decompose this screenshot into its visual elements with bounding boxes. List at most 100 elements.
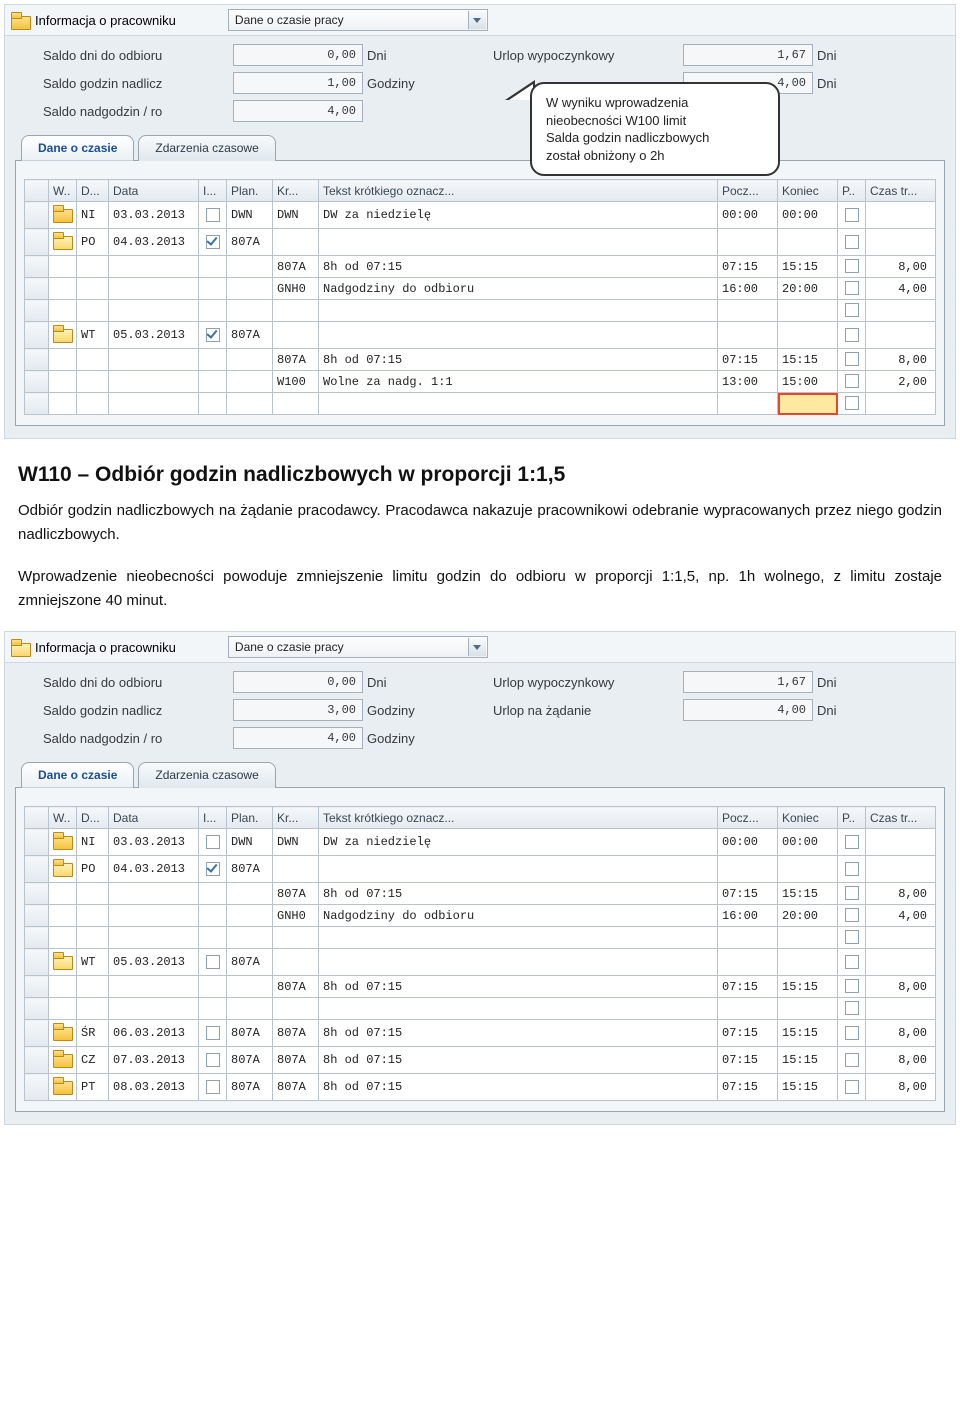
tab-dane-o-czasie-2[interactable]: Dane o czasie — [21, 762, 134, 788]
callout-l3: Salda godzin nadliczbowych — [546, 130, 709, 145]
tab-zdarzenia[interactable]: Zdarzenia czasowe — [138, 135, 275, 161]
tab-content: W.. D... Data I... Plan. Kr... Tekst kró… — [15, 160, 945, 426]
dropdown-value: Dane o czasie pracy — [235, 13, 481, 27]
table-row[interactable]: ŚR06.03.2013807A807A8h od 07:1507:1515:1… — [25, 1020, 936, 1047]
table-row[interactable]: NI03.03.2013DWNDWNDW za niedzielę00:0000… — [25, 202, 936, 229]
checkbox-icon[interactable] — [206, 955, 220, 969]
col-i[interactable]: I... — [199, 180, 227, 202]
folder-closed-icon — [53, 1050, 71, 1066]
lbl-urlop-wyp: Urlop wypoczynkowy — [493, 48, 683, 63]
checkbox-icon[interactable] — [845, 352, 859, 366]
table-row[interactable]: W100Wolne za nadg. 1:113:0015:002,00 — [25, 371, 936, 393]
doc-p2: Wprowadzenie nieobecności powoduje zmnie… — [18, 565, 942, 613]
checkbox-icon[interactable] — [845, 955, 859, 969]
val-saldo-godzin: 1,00 — [233, 72, 363, 94]
folder-open-icon — [53, 232, 71, 248]
checkbox-icon[interactable] — [845, 979, 859, 993]
dropdown-arrow-icon — [468, 638, 486, 656]
checkbox-icon[interactable] — [845, 259, 859, 273]
table-row[interactable] — [25, 393, 936, 415]
checkbox-icon[interactable] — [845, 930, 859, 944]
table-row[interactable]: WT05.03.2013807A — [25, 949, 936, 976]
callout-box: W wyniku wprowadzenia nieobecności W100 … — [530, 82, 780, 176]
checkbox-icon[interactable] — [845, 208, 859, 222]
table-row[interactable]: PT08.03.2013807A807A8h od 07:1507:1515:1… — [25, 1074, 936, 1101]
folder-closed-icon — [53, 205, 71, 221]
tabstrip: Dane o czasie Zdarzenia czasowe — [5, 135, 955, 161]
tab-zdarzenia-2[interactable]: Zdarzenia czasowe — [138, 762, 275, 788]
summary-grid: Saldo dni do odbioru 0,00 Dni Urlop wypo… — [5, 36, 955, 134]
checkbox-icon[interactable] — [845, 396, 859, 410]
col-kr[interactable]: Kr... — [273, 180, 319, 202]
col-czas[interactable]: Czas tr... — [866, 180, 936, 202]
col-pocz[interactable]: Pocz... — [718, 180, 778, 202]
checkbox-icon[interactable] — [845, 1080, 859, 1094]
val-saldo-dni: 0,00 — [233, 44, 363, 66]
checkbox-icon[interactable] — [845, 1053, 859, 1067]
checkbox-icon[interactable] — [845, 374, 859, 388]
checkbox-icon[interactable] — [206, 235, 220, 249]
checkbox-icon[interactable] — [206, 1080, 220, 1094]
checkbox-icon[interactable] — [845, 835, 859, 849]
table-row[interactable]: GNH0Nadgodziny do odbioru16:0020:004,00 — [25, 278, 936, 300]
time-table-2: W.. D... Data I... Plan. Kr... Tekst kró… — [24, 806, 936, 1101]
checkbox-icon[interactable] — [206, 328, 220, 342]
panel-2: Informacja o pracowniku Dane o czasie pr… — [4, 631, 956, 1125]
summary-grid-2: Saldo dni do odbioru 0,00 Dni Urlop wypo… — [5, 663, 955, 761]
table-row[interactable]: PO04.03.2013807A — [25, 856, 936, 883]
checkbox-icon[interactable] — [845, 886, 859, 900]
col-koniec[interactable]: Koniec — [778, 180, 838, 202]
lbl-saldo-godzin: Saldo godzin nadlicz — [43, 76, 233, 91]
col-w[interactable]: W.. — [49, 180, 77, 202]
table-row[interactable] — [25, 927, 936, 949]
folder-open-icon — [11, 639, 29, 655]
table-row[interactable]: WT05.03.2013807A — [25, 322, 936, 349]
checkbox-icon[interactable] — [845, 1001, 859, 1015]
doc-p1: Odbiór godzin nadliczbowych na żądanie p… — [18, 499, 942, 547]
folder-open-icon — [53, 859, 71, 875]
val-urlop-wyp: 1,67 — [683, 44, 813, 66]
panel-1: Informacja o pracowniku Dane o czasie pr… — [4, 4, 956, 439]
callout-l4: został obniżony o 2h — [546, 148, 665, 163]
checkbox-icon[interactable] — [206, 1053, 220, 1067]
checkbox-icon[interactable] — [845, 328, 859, 342]
checkbox-icon[interactable] — [845, 862, 859, 876]
table-row[interactable]: PO04.03.2013807A — [25, 229, 936, 256]
checkbox-icon[interactable] — [845, 235, 859, 249]
checkbox-icon[interactable] — [206, 835, 220, 849]
checkbox-icon[interactable] — [845, 303, 859, 317]
panel-header: Informacja o pracowniku Dane o czasie pr… — [5, 5, 955, 36]
col-plan[interactable]: Plan. — [227, 180, 273, 202]
folder-icon — [11, 12, 29, 28]
table-row[interactable] — [25, 300, 936, 322]
tbody-1: NI03.03.2013DWNDWNDW za niedzielę00:0000… — [25, 202, 936, 415]
dropdown-dane[interactable]: Dane o czasie pracy — [228, 9, 488, 31]
table-row[interactable]: NI03.03.2013DWNDWNDW za niedzielę00:0000… — [25, 829, 936, 856]
table-row[interactable]: 807A8h od 07:1507:1515:158,00 — [25, 349, 936, 371]
table-row[interactable]: CZ07.03.2013807A807A8h od 07:1507:1515:1… — [25, 1047, 936, 1074]
table-row[interactable] — [25, 998, 936, 1020]
col-data[interactable]: Data — [109, 180, 199, 202]
checkbox-icon[interactable] — [206, 208, 220, 222]
checkbox-icon[interactable] — [845, 1026, 859, 1040]
checkbox-icon[interactable] — [206, 1026, 220, 1040]
dropdown-dane-2[interactable]: Dane o czasie pracy — [228, 636, 488, 658]
checkbox-icon[interactable] — [206, 862, 220, 876]
table-row[interactable]: 807A8h od 07:1507:1515:158,00 — [25, 256, 936, 278]
panel-header-2: Informacja o pracowniku Dane o czasie pr… — [5, 632, 955, 663]
tab-dane-o-czasie[interactable]: Dane o czasie — [21, 135, 134, 161]
col-d[interactable]: D... — [77, 180, 109, 202]
table-row[interactable]: GNH0Nadgodziny do odbioru16:0020:004,00 — [25, 905, 936, 927]
panel-title: Informacja o pracowniku — [35, 13, 176, 28]
table-row[interactable]: 807A8h od 07:1507:1515:158,00 — [25, 976, 936, 998]
dropdown-arrow-icon — [468, 11, 486, 29]
col-tekst[interactable]: Tekst krótkiego oznacz... — [319, 180, 718, 202]
unit-dni: Dni — [363, 48, 433, 63]
doc-heading: W110 – Odbiór godzin nadliczbowych w pro… — [18, 463, 942, 487]
checkbox-icon[interactable] — [845, 908, 859, 922]
folder-open-icon — [53, 325, 71, 341]
col-p[interactable]: P.. — [838, 180, 866, 202]
checkbox-icon[interactable] — [845, 281, 859, 295]
tab-content-2: W.. D... Data I... Plan. Kr... Tekst kró… — [15, 787, 945, 1112]
table-row[interactable]: 807A8h od 07:1507:1515:158,00 — [25, 883, 936, 905]
